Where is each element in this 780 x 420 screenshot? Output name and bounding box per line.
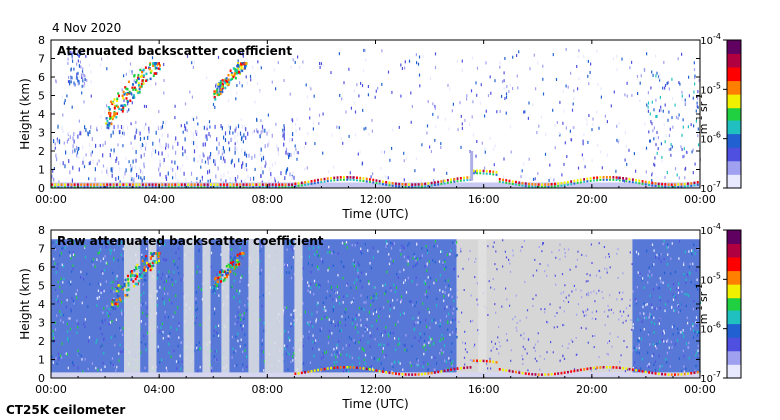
panel-title: Attenuated backscatter coefficient xyxy=(57,44,292,58)
colorbar-tick-label: 10-4 xyxy=(700,32,721,47)
colorbar-tick-label: 10-6 xyxy=(700,131,721,146)
x-tick-label: 00:00 xyxy=(35,383,67,396)
x-tick-label: 00:00 xyxy=(684,193,716,206)
plot-area xyxy=(51,40,700,188)
colorbar-tick-label: 10-7 xyxy=(700,370,721,385)
colorbar-tick-label: 10-7 xyxy=(700,180,721,195)
panel-title: Raw attenuated backscatter coefficient xyxy=(57,234,324,248)
y-tick-label: 1 xyxy=(38,164,45,177)
heatmap-field xyxy=(51,239,702,378)
x-tick-label: 20:00 xyxy=(576,193,608,206)
panel-attenuated-backscatter: Attenuated backscatter coefficient 0 1 2 3 4 5… xyxy=(18,32,742,221)
date-label: 4 Nov 2020 xyxy=(52,21,121,35)
y-tick-label: 4 xyxy=(38,108,45,121)
x-tick-label: 20:00 xyxy=(576,383,608,396)
y-tick-label: 1 xyxy=(38,354,45,367)
x-tick-label: 16:00 xyxy=(468,383,500,396)
y-tick-label: 8 xyxy=(38,224,45,237)
y-tick-label: 4 xyxy=(38,298,45,311)
colorbar-frame xyxy=(726,229,742,379)
y-tick-label: 2 xyxy=(38,145,45,158)
x-tick-label: 12:00 xyxy=(360,383,392,396)
y-tick-label: 5 xyxy=(38,90,45,103)
colorbar-tick-label: 10-6 xyxy=(700,321,721,336)
y-tick-label: 6 xyxy=(38,71,45,84)
colorbar: 10-7 10-6 10-5 10-4 m-1 sr-1 xyxy=(695,222,742,385)
x-tick-label: 08:00 xyxy=(251,383,283,396)
x-tick-label: 00:00 xyxy=(35,193,67,206)
y-tick-label: 0 xyxy=(38,372,45,385)
colorbar: 10-7 10-6 10-5 10-4 m-1 sr-1 xyxy=(695,32,742,195)
y-tick-label: 7 xyxy=(38,243,45,256)
y-axis-label: Height (km) xyxy=(18,78,32,149)
colorbar-tick-label: 10-5 xyxy=(700,271,721,286)
y-tick-label: 2 xyxy=(38,335,45,348)
x-axis-label: Time (UTC) xyxy=(341,397,408,411)
footer-label: CT25K ceilometer xyxy=(6,403,125,417)
x-tick-label: 12:00 xyxy=(360,193,392,206)
panel-raw-attenuated-backscatter: Raw attenuated backscatter coefficient 0 1… xyxy=(18,222,742,411)
y-tick-label: 8 xyxy=(38,34,45,47)
y-tick-label: 6 xyxy=(38,261,45,274)
colorbar-unit-label: m-1 sr-1 xyxy=(695,284,710,324)
colorbar-frame xyxy=(726,39,742,189)
y-axis-label: Height (km) xyxy=(18,268,32,339)
x-tick-label: 16:00 xyxy=(468,193,500,206)
y-tick-label: 3 xyxy=(38,127,45,140)
colorbar-tick-label: 10-4 xyxy=(700,222,721,237)
x-axis-label: Time (UTC) xyxy=(341,207,408,221)
x-tick-label: 08:00 xyxy=(251,193,283,206)
y-tick-label: 7 xyxy=(38,53,45,66)
y-tick-label: 0 xyxy=(38,182,45,195)
y-tick-label: 5 xyxy=(38,280,45,293)
colorbar-tick-label: 10-5 xyxy=(700,81,721,96)
colorbar-unit-label: m-1 sr-1 xyxy=(695,94,710,134)
x-tick-label: 04:00 xyxy=(143,193,175,206)
x-tick-label: 00:00 xyxy=(684,383,716,396)
x-tick-label: 04:00 xyxy=(143,383,175,396)
y-tick-label: 3 xyxy=(38,317,45,330)
